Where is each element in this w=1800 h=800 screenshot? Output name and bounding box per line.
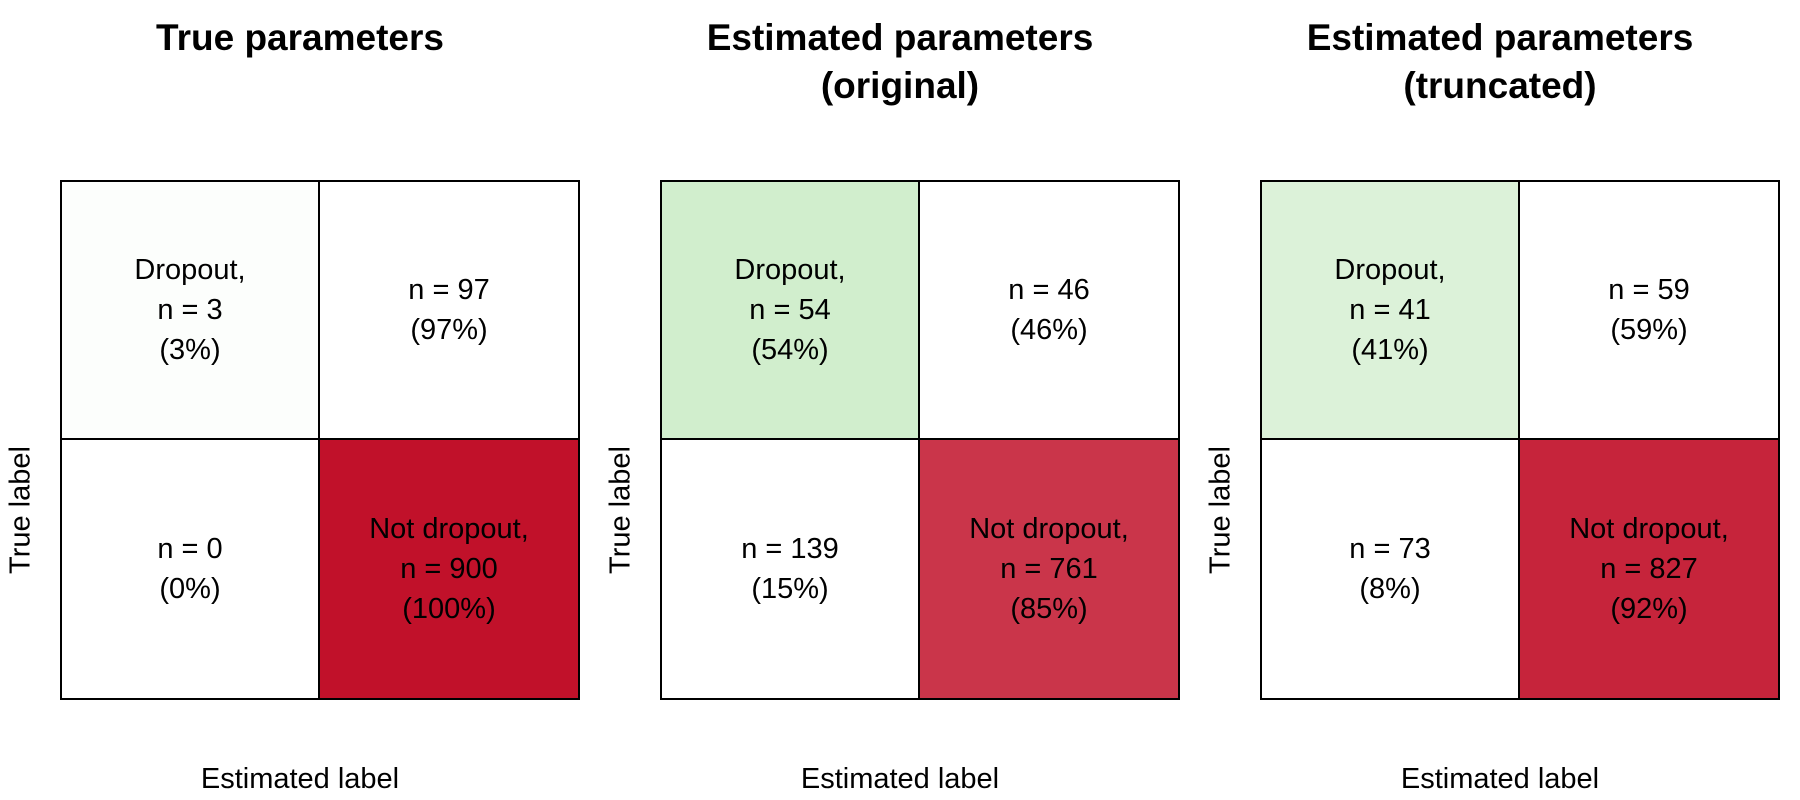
x-axis-label: Estimated label — [1400, 763, 1600, 795]
y-axis-label-text: True label — [604, 446, 637, 574]
cell-line: n = 73 — [1349, 533, 1431, 565]
cell-line: Not dropout, — [969, 513, 1129, 545]
matrix-cell: Not dropout, n = 900 (100%) — [320, 440, 578, 698]
cell-line: (100%) — [402, 593, 496, 625]
chart-title: Estimated parameters (original) — [600, 14, 1200, 110]
cell-line: (0%) — [159, 573, 221, 605]
chart-title-line: (original) — [820, 65, 980, 106]
cell-line: Dropout, — [134, 254, 246, 286]
confusion-matrix-grid: Dropout, n = 3 (3%) n = 97 (97%) n = 0 (… — [60, 180, 580, 700]
cell-line: (41%) — [1351, 334, 1429, 366]
confusion-matrix-grid: Dropout, n = 41 (41%) n = 59 (59%) n = 7… — [1260, 180, 1780, 700]
cell-line: n = 46 — [1008, 274, 1090, 306]
confusion-matrix-panel: True parameters True label Dropout, n = … — [0, 0, 600, 800]
cell-line: (46%) — [1010, 314, 1088, 346]
chart-title: Estimated parameters (truncated) — [1200, 14, 1800, 110]
cell-line: n = 41 — [1349, 294, 1431, 326]
chart-title-line: Estimated parameters — [706, 17, 1094, 58]
matrix-cell: Dropout, n = 3 (3%) — [62, 182, 320, 440]
cell-line: (92%) — [1610, 593, 1688, 625]
cell-line: n = 54 — [749, 294, 831, 326]
cell-line: n = 761 — [1000, 553, 1098, 585]
cell-line: Not dropout, — [1569, 513, 1729, 545]
cell-line: n = 97 — [408, 274, 490, 306]
x-axis-label: Estimated label — [200, 763, 400, 795]
y-axis-label-text: True label — [1204, 446, 1237, 574]
y-axis-label-text: True label — [4, 446, 37, 574]
chart-title-line: True parameters — [156, 17, 444, 58]
matrix-cell: Not dropout, n = 761 (85%) — [920, 440, 1178, 698]
cell-line: (3%) — [159, 334, 221, 366]
cell-line: (97%) — [410, 314, 488, 346]
cell-line: (59%) — [1610, 314, 1688, 346]
matrix-cell: Not dropout, n = 827 (92%) — [1520, 440, 1778, 698]
matrix-cell: Dropout, n = 41 (41%) — [1262, 182, 1520, 440]
matrix-cell: n = 139 (15%) — [662, 440, 920, 698]
cell-line: n = 900 — [400, 553, 498, 585]
cell-line: (54%) — [751, 334, 829, 366]
cell-line: n = 3 — [157, 294, 223, 326]
confusion-matrix-panel: Estimated parameters (original) True lab… — [600, 0, 1200, 800]
chart-title-line: Estimated parameters — [1306, 17, 1694, 58]
cell-line: n = 827 — [1600, 553, 1698, 585]
cell-line: n = 139 — [741, 533, 839, 565]
matrix-cell: n = 0 (0%) — [62, 440, 320, 698]
matrix-cell: n = 73 (8%) — [1262, 440, 1520, 698]
chart-title-line: (truncated) — [1403, 65, 1597, 106]
cell-line: Dropout, — [734, 254, 846, 286]
x-axis-label: Estimated label — [800, 763, 1000, 795]
confusion-matrix-grid: Dropout, n = 54 (54%) n = 46 (46%) n = 1… — [660, 180, 1180, 700]
cell-line: (8%) — [1359, 573, 1421, 605]
matrix-cell: Dropout, n = 54 (54%) — [662, 182, 920, 440]
matrix-cell: n = 46 (46%) — [920, 182, 1178, 440]
matrix-cell: n = 59 (59%) — [1520, 182, 1778, 440]
cell-line: (85%) — [1010, 593, 1088, 625]
cell-line: Not dropout, — [369, 513, 529, 545]
cell-line: (15%) — [751, 573, 829, 605]
chart-title: True parameters — [0, 14, 600, 62]
cell-line: Dropout, — [1334, 254, 1446, 286]
cell-line: n = 59 — [1608, 274, 1690, 306]
matrix-cell: n = 97 (97%) — [320, 182, 578, 440]
cell-line: n = 0 — [157, 533, 223, 565]
confusion-matrix-panel: Estimated parameters (truncated) True la… — [1200, 0, 1800, 800]
